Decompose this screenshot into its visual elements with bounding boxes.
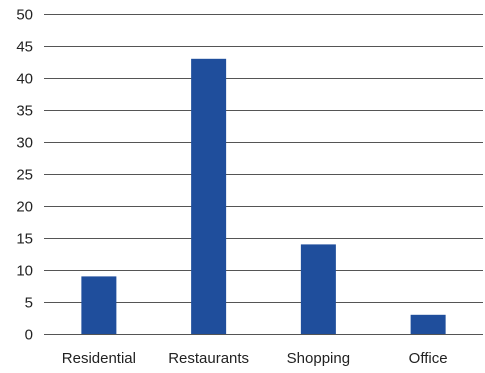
x-category-label: Shopping bbox=[287, 350, 350, 367]
y-tick-label: 5 bbox=[25, 295, 33, 312]
y-tick-label: 20 bbox=[16, 199, 33, 216]
y-tick-label: 25 bbox=[16, 167, 33, 184]
y-tick-label: 10 bbox=[16, 263, 33, 280]
x-category-label: Office bbox=[409, 350, 448, 367]
x-category-label: Residential bbox=[62, 350, 136, 367]
y-tick-label: 45 bbox=[16, 39, 33, 56]
y-tick-label: 30 bbox=[16, 135, 33, 152]
bar-residential bbox=[81, 276, 116, 334]
x-category-label: Restaurants bbox=[168, 350, 249, 367]
bars bbox=[81, 59, 445, 334]
y-tick-label: 50 bbox=[16, 7, 33, 24]
y-tick-label: 0 bbox=[25, 327, 33, 344]
x-axis-categories: Residential Restaurants Shopping Office bbox=[62, 350, 448, 367]
bar-shopping bbox=[301, 244, 336, 334]
bar-restaurants bbox=[191, 59, 226, 334]
bar-office bbox=[411, 315, 446, 334]
y-tick-label: 40 bbox=[16, 71, 33, 88]
y-tick-label: 35 bbox=[16, 103, 33, 120]
y-axis-ticks: 0 5 10 15 20 25 30 35 40 45 50 bbox=[16, 7, 33, 344]
y-tick-label: 15 bbox=[16, 231, 33, 248]
